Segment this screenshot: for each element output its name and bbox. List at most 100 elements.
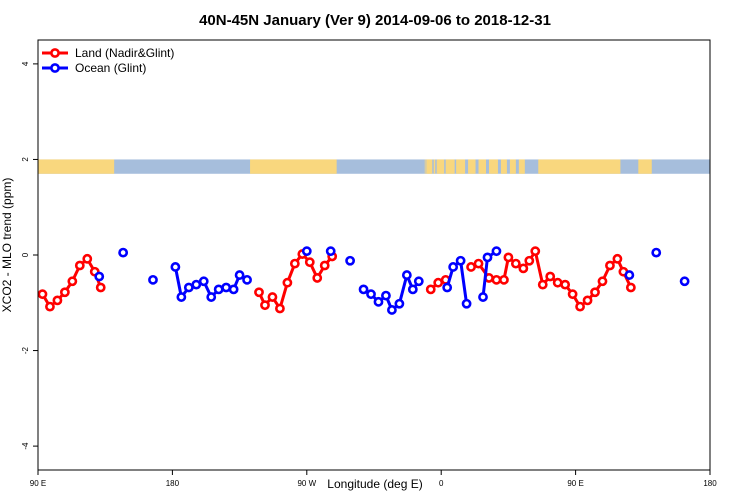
data-point xyxy=(567,289,578,300)
land-segment xyxy=(445,159,455,174)
land-segment xyxy=(500,159,507,174)
y-tick-label: -4 xyxy=(21,442,30,450)
data-point xyxy=(394,298,405,309)
data-point xyxy=(442,282,453,293)
data-point xyxy=(524,255,535,266)
land-segment xyxy=(456,159,466,174)
data-point xyxy=(624,270,635,280)
data-point xyxy=(552,277,563,288)
legend-marker xyxy=(50,63,60,73)
data-point xyxy=(478,292,488,302)
data-point xyxy=(206,292,217,302)
legend-marker xyxy=(50,48,60,58)
land-segment xyxy=(38,159,115,174)
land-ocean-mask xyxy=(38,159,710,174)
data-point xyxy=(499,274,509,285)
data-point xyxy=(254,287,264,298)
data-point xyxy=(267,292,278,302)
data-point xyxy=(455,255,466,266)
data-point xyxy=(260,300,270,311)
land-segment xyxy=(509,159,516,174)
data-point xyxy=(387,305,397,315)
data-point xyxy=(530,246,541,257)
data-point xyxy=(413,276,424,287)
data-point xyxy=(625,282,636,293)
data-point xyxy=(319,260,330,271)
data-point xyxy=(191,279,202,290)
data-point xyxy=(45,301,55,312)
land-segment xyxy=(436,159,445,174)
data-point xyxy=(366,289,376,300)
x-tick-label: 180 xyxy=(703,479,717,488)
data-point xyxy=(448,262,459,272)
data-point xyxy=(358,284,369,295)
data-point xyxy=(605,260,615,271)
data-point xyxy=(679,276,690,287)
data-point xyxy=(82,253,93,264)
x-axis: 90 E 180 90 W 0 90 E 180 xyxy=(30,470,717,488)
data-point xyxy=(59,287,70,298)
land-segment xyxy=(468,159,476,174)
data-point xyxy=(597,276,608,287)
y-tick-label: 0 xyxy=(21,252,30,257)
data-point xyxy=(461,298,472,309)
data-point xyxy=(345,255,356,266)
data-point xyxy=(234,270,245,280)
data-point xyxy=(482,252,493,263)
y-tick-label: -2 xyxy=(21,346,30,354)
data-point xyxy=(282,277,293,288)
series-layer xyxy=(37,246,690,315)
land-segment xyxy=(426,159,433,174)
y-tick-label: 2 xyxy=(21,157,30,162)
chart-title: 40N-45N January (Ver 9) 2014-09-06 to 20… xyxy=(199,12,551,29)
data-point xyxy=(560,279,571,290)
x-tick-label: 90 E xyxy=(30,479,46,488)
data-point xyxy=(582,295,593,306)
data-point xyxy=(503,252,514,263)
data-point xyxy=(301,246,312,257)
data-point xyxy=(170,262,181,272)
land-segment xyxy=(638,159,652,174)
x-tick-label: 0 xyxy=(439,479,444,488)
data-point xyxy=(275,303,285,314)
data-point xyxy=(537,279,548,290)
data-point xyxy=(325,246,336,257)
land-segment xyxy=(433,159,436,174)
data-point xyxy=(473,258,484,269)
data-point xyxy=(575,301,585,312)
y-tick-label: 4 xyxy=(21,61,30,66)
data-point xyxy=(401,270,412,280)
data-point xyxy=(213,284,224,295)
data-point xyxy=(95,282,106,293)
y-axis: -4 -2 0 2 4 xyxy=(21,61,38,450)
legend-label: Land (Nadir&Glint) xyxy=(75,46,174,60)
data-point xyxy=(612,253,623,264)
data-point xyxy=(183,282,194,293)
land-segment xyxy=(538,159,621,174)
y-axis-label: XCO2 - MLO trend (ppm) xyxy=(0,178,14,313)
land-segment xyxy=(250,159,337,174)
data-point xyxy=(52,295,63,306)
plot-frame xyxy=(37,39,711,471)
land-segment xyxy=(488,159,498,174)
data-point xyxy=(407,284,418,295)
data-point xyxy=(510,258,521,269)
series-0 xyxy=(37,246,636,314)
data-point xyxy=(228,284,239,295)
data-point xyxy=(242,274,252,285)
data-point xyxy=(94,271,105,282)
data-point xyxy=(491,274,502,285)
x-tick-label: 90 W xyxy=(297,479,316,488)
data-point xyxy=(425,284,436,295)
data-point xyxy=(590,287,600,298)
land-segment xyxy=(424,159,426,174)
data-point xyxy=(198,276,209,287)
x-axis-label: Longitude (deg E) xyxy=(327,477,422,491)
data-point xyxy=(148,274,158,285)
data-point xyxy=(373,296,384,307)
data-point xyxy=(176,292,187,302)
data-point xyxy=(221,282,232,293)
legend: Land (Nadir&Glint)Ocean (Glint) xyxy=(42,46,174,75)
data-point xyxy=(312,273,323,283)
data-point xyxy=(466,262,476,272)
